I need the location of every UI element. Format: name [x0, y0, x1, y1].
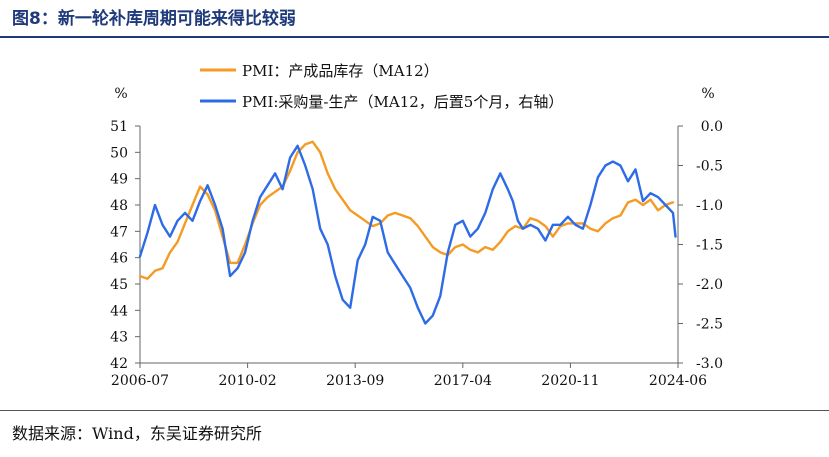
x-tick-label: 2010-02: [219, 373, 277, 389]
left-tick-label: 44: [110, 303, 128, 319]
legend-group: PMI：产成品库存（MA12） PMI:采购量-生产（MA12，后置5个月，右轴）: [200, 62, 563, 111]
x-tick-label: 2006-07: [111, 373, 169, 389]
title-divider: [0, 36, 829, 38]
axes-group: 51 50 49 48 47 46 45 44 43 42 0.0 -0.5 -1.0 -1.5 -2.0 -…: [110, 86, 723, 389]
left-tick-label: 46: [110, 251, 128, 267]
chart-title: 图8：新一轮补库周期可能来得比较弱: [12, 9, 296, 29]
series-line-purchase-minus-production: [138, 144, 677, 325]
series-group: [138, 140, 677, 325]
right-axis-unit: %: [701, 86, 714, 102]
series-line-pmi-inventory: [138, 140, 675, 280]
left-tick-label: 49: [110, 172, 128, 188]
right-tick-label: -1.5: [696, 238, 723, 254]
left-tick-label: 47: [110, 224, 128, 240]
left-tick-label: 45: [110, 277, 128, 293]
left-axis-unit: %: [114, 86, 127, 102]
right-tick-label: -3.0: [696, 356, 723, 372]
left-tick-label: 43: [110, 330, 128, 346]
left-tick-label: 50: [110, 145, 128, 161]
x-tick-label: 2024-06: [649, 373, 707, 389]
right-tick-label: -1.0: [696, 198, 723, 214]
x-tick-label: 2017-04: [434, 373, 492, 389]
footer-divider: [0, 410, 829, 411]
right-tick-label: -2.0: [696, 277, 723, 293]
legend-label: PMI:采购量-生产（MA12，后置5个月，右轴）: [242, 93, 563, 111]
legend-label: PMI：产成品库存（MA12）: [242, 62, 439, 80]
x-tick-label: 2013-09: [326, 373, 384, 389]
right-tick-label: 0.0: [701, 119, 723, 135]
right-tick-label: -2.5: [696, 317, 723, 333]
left-tick-label: 51: [110, 119, 128, 135]
right-tick-label: -0.5: [696, 159, 723, 175]
left-tick-label: 42: [110, 356, 128, 372]
left-tick-label: 48: [110, 198, 128, 214]
source-note: 数据来源：Wind，东吴证券研究所: [12, 424, 262, 443]
x-tick-label: 2020-11: [541, 373, 599, 389]
